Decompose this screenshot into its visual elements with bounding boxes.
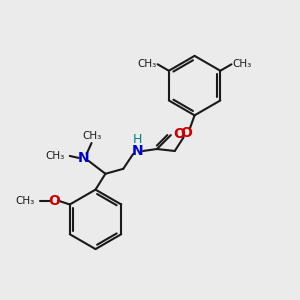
Text: CH₃: CH₃ xyxy=(137,59,157,69)
Text: H: H xyxy=(132,133,142,146)
Text: CH₃: CH₃ xyxy=(46,151,65,161)
Text: CH₃: CH₃ xyxy=(232,59,252,69)
Text: N: N xyxy=(78,151,89,165)
Text: O: O xyxy=(181,126,193,140)
Text: N: N xyxy=(131,144,143,158)
Text: CH₃: CH₃ xyxy=(16,196,35,206)
Text: O: O xyxy=(48,194,60,208)
Text: CH₃: CH₃ xyxy=(82,131,101,141)
Text: O: O xyxy=(173,127,185,141)
